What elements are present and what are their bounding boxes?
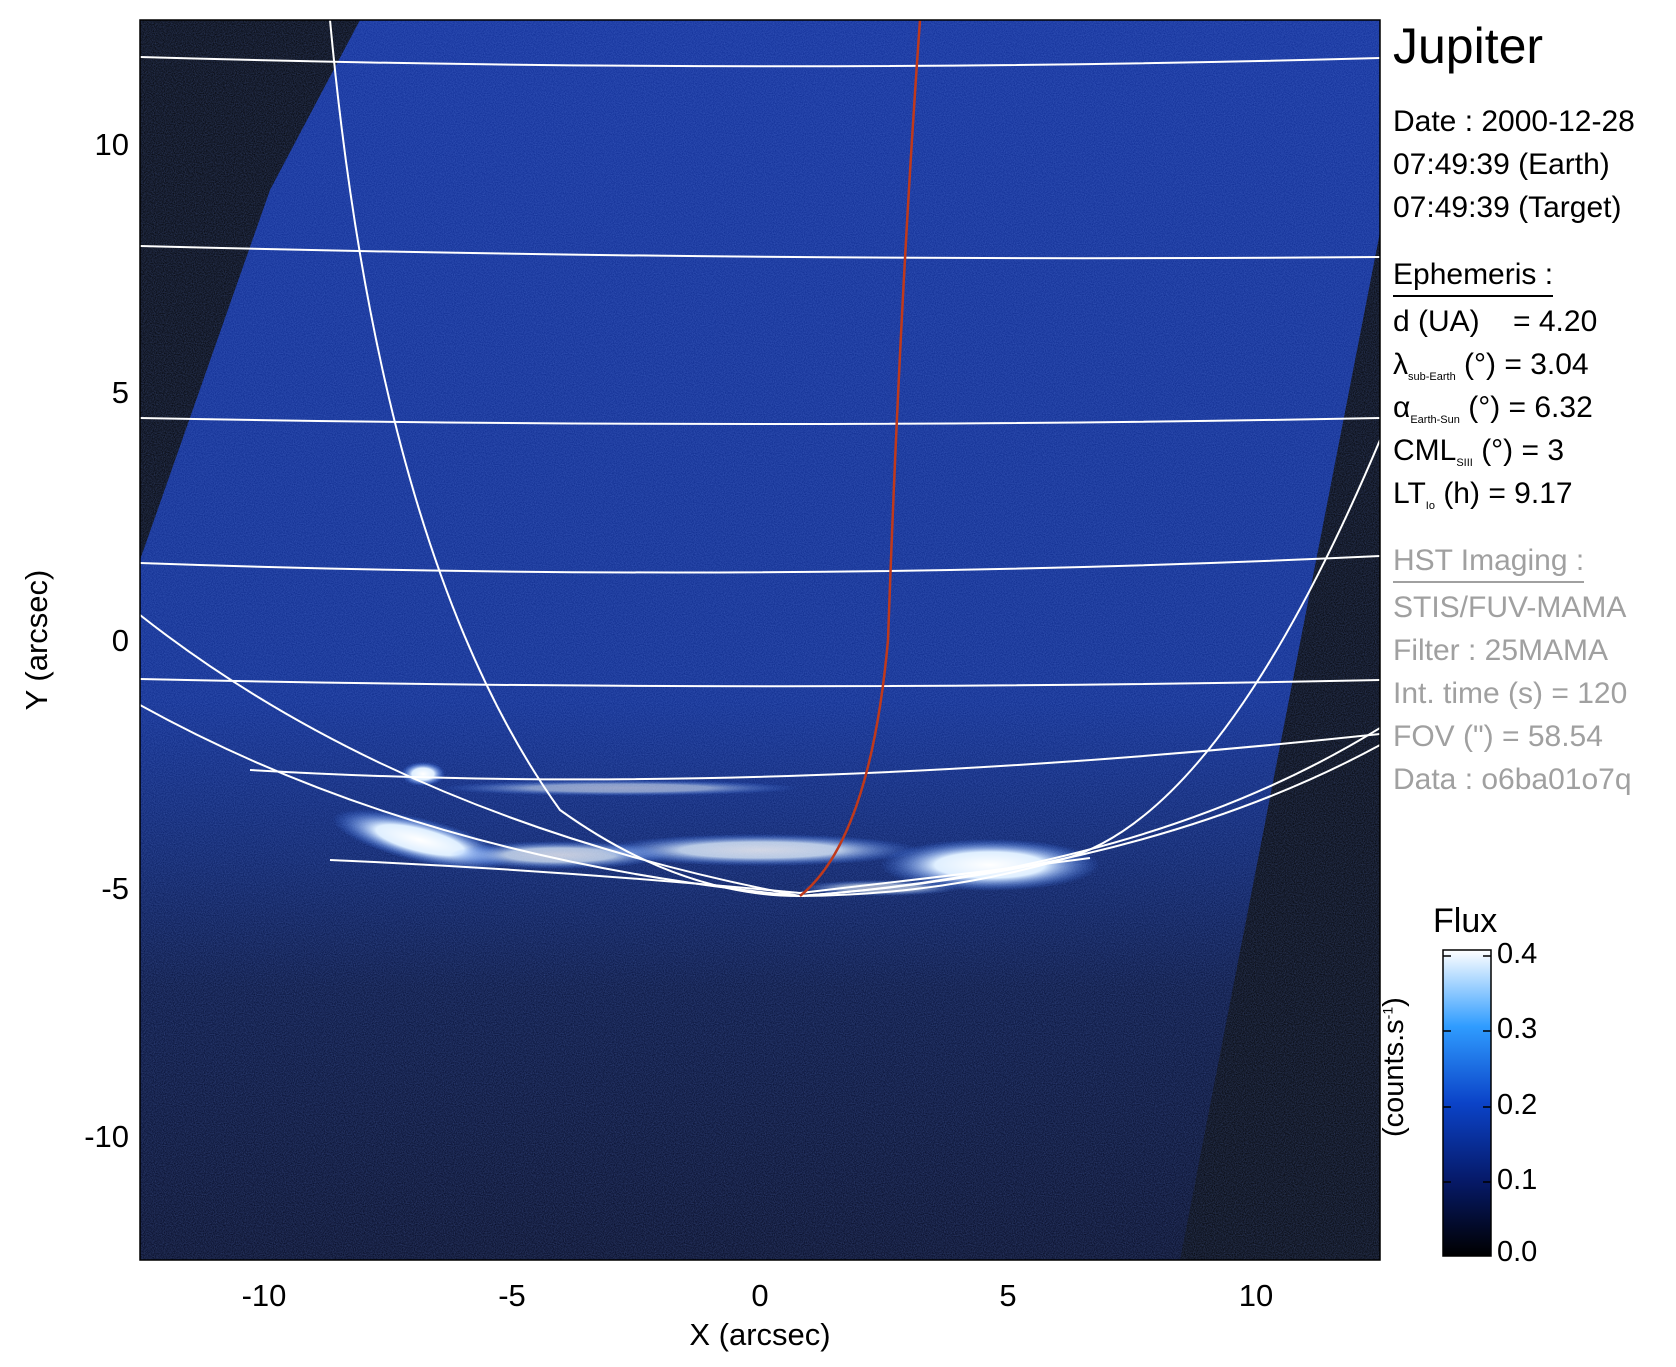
y-tick-label: 0 [112, 623, 129, 658]
colorbar [1442, 949, 1492, 1257]
x-tick-label: 0 [751, 1278, 768, 1313]
int-time-line: Int. time (s) = 120 [1393, 677, 1628, 710]
ephemeris-header: Ephemeris : [1393, 257, 1554, 297]
colorbar-tick-label: 0.2 [1497, 1089, 1538, 1121]
date-line: Date : 2000-12-28 [1393, 105, 1635, 138]
time-earth: 07:49:39 (Earth) [1393, 148, 1610, 181]
instrument-line: STIS/FUV-MAMA [1393, 591, 1627, 624]
y-axis: 10 5 0 -5 -10 Y (arcsec) [19, 127, 129, 1154]
alpha-line: αEarth-Sun (°) = 6.32 [1393, 391, 1593, 426]
central-meridian-line [799, 20, 922, 897]
plot-frame [139, 19, 1381, 1261]
y-tick-label: -5 [101, 871, 129, 906]
lt-line: LTIo (h) = 9.17 [1393, 477, 1573, 512]
colorbar-title: Flux [1433, 902, 1498, 940]
colorbar-tick-label: 0.1 [1497, 1164, 1538, 1196]
colorbar-tick-label: 0.0 [1497, 1236, 1538, 1268]
y-tick-label: 5 [112, 375, 129, 410]
target-title: Jupiter [1393, 18, 1544, 74]
fov-line: FOV (") = 58.54 [1393, 720, 1603, 753]
time-target: 07:49:39 (Target) [1393, 191, 1622, 224]
y-axis-label: Y (arcsec) [19, 570, 54, 711]
x-axis-label: X (arcsec) [689, 1317, 830, 1352]
colorbar-tick-label: 0.3 [1497, 1013, 1538, 1045]
y-tick-label: -10 [84, 1119, 129, 1154]
x-tick-label: -5 [498, 1278, 526, 1313]
y-tick-label: 10 [95, 127, 129, 162]
colorbar-units-label: (counts.s-1) [1378, 997, 1410, 1137]
data-id-line: Data : o6ba01o7q [1393, 763, 1632, 796]
filter-line: Filter : 25MAMA [1393, 634, 1609, 667]
x-tick-label: 10 [1239, 1278, 1273, 1313]
x-tick-label: -10 [242, 1278, 287, 1313]
latitude-grid [140, 20, 1380, 898]
cml-line: CMLSIII (°) = 3 [1393, 434, 1565, 469]
lambda-line: λsub-Earth (°) = 3.04 [1393, 348, 1589, 383]
x-tick-label: 5 [999, 1278, 1016, 1313]
distance-line: d (UA) = 4.20 [1393, 305, 1598, 338]
hst-header: HST Imaging : [1393, 543, 1585, 583]
image-area [140, 20, 1380, 1260]
x-axis: -10 -5 0 5 10 X (arcsec) [242, 1278, 1274, 1352]
colorbar-tick-label: 0.4 [1497, 938, 1538, 970]
